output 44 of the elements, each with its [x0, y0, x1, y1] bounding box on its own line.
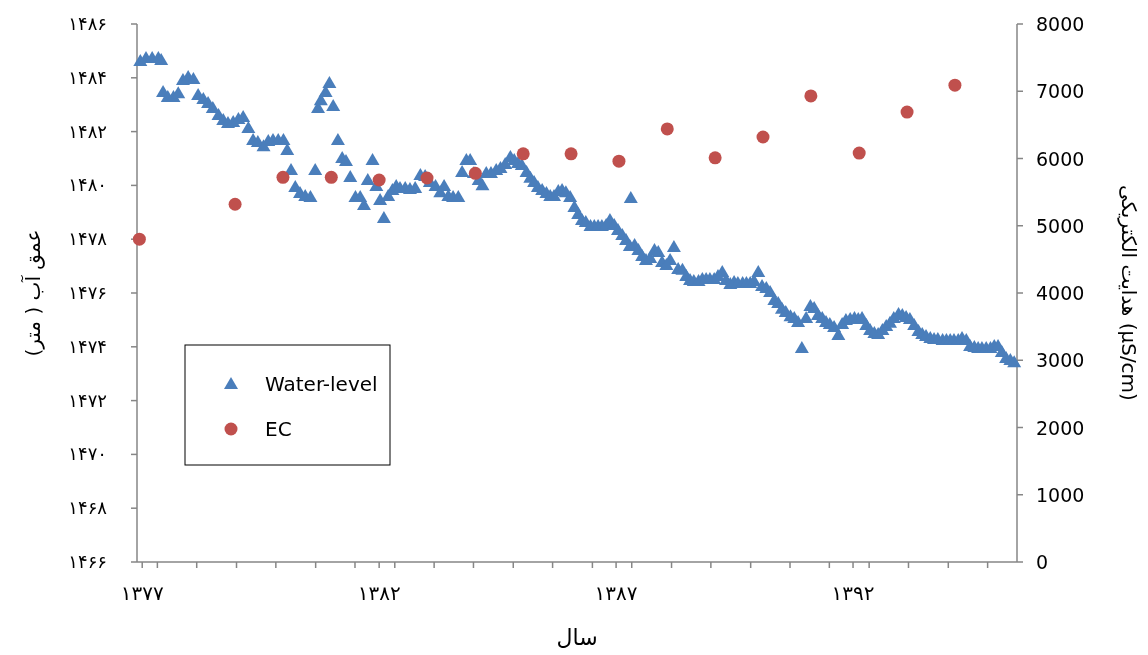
y-tick-label: ۱۴۸۰	[68, 174, 107, 196]
y2-tick-label: 8000	[1036, 13, 1085, 35]
legend-label: Water-level	[265, 372, 378, 396]
point	[564, 147, 578, 161]
y-tick-label: ۱۴۸۶	[68, 13, 107, 34]
point	[324, 170, 338, 184]
y2-tick-label: 1000	[1036, 483, 1085, 506]
point	[804, 89, 818, 103]
point	[660, 122, 674, 136]
point	[516, 147, 530, 161]
y2-tick-label: 3000	[1036, 349, 1085, 372]
point	[372, 173, 386, 187]
y-tick-label: ۱۴۶۶	[68, 551, 107, 572]
point	[756, 130, 770, 144]
y2-tick-label: 0	[1036, 551, 1049, 573]
point	[228, 197, 242, 211]
y2-tick-label: 5000	[1036, 214, 1085, 237]
y2-tick-label: 4000	[1036, 282, 1085, 304]
point	[900, 105, 914, 119]
point	[612, 154, 626, 168]
point	[276, 170, 290, 184]
y-tick-label: ۱۴۷۴	[68, 335, 107, 357]
y-tick-label: ۱۴۸۴	[68, 66, 107, 88]
x-tick-label: ۱۳۹۲	[831, 581, 875, 605]
y-tick-label: ۱۴۷۸	[68, 228, 108, 250]
legend-label: EC	[265, 417, 292, 441]
point	[948, 78, 962, 92]
x-tick-label: ۱۳۸۲	[357, 581, 401, 605]
y-axis-title: عمق آب ( متر)	[20, 229, 45, 357]
y2-tick-label: 2000	[1036, 416, 1085, 439]
y-tick-label: ۱۴۶۸	[68, 497, 108, 519]
y-tick-label: ۱۴۷۲	[68, 389, 107, 411]
y-tick-label: ۱۴۷۶	[68, 282, 107, 303]
x-tick-label: ۱۳۸۷	[594, 581, 638, 605]
y2-tick-label: 6000	[1036, 147, 1085, 170]
y-tick-label: ۱۴۷۰	[68, 443, 107, 465]
x-axis-title: سال	[556, 625, 598, 650]
y2-tick-label: 7000	[1036, 80, 1085, 103]
y2-axis-title: هدایت الکتریکی (µS/cm)	[1117, 185, 1141, 401]
x-tick-label: ۱۳۷۷	[120, 581, 164, 605]
y-tick-label: ۱۴۸۲	[68, 120, 107, 142]
point	[132, 232, 146, 246]
point	[708, 151, 722, 165]
point	[852, 146, 866, 160]
